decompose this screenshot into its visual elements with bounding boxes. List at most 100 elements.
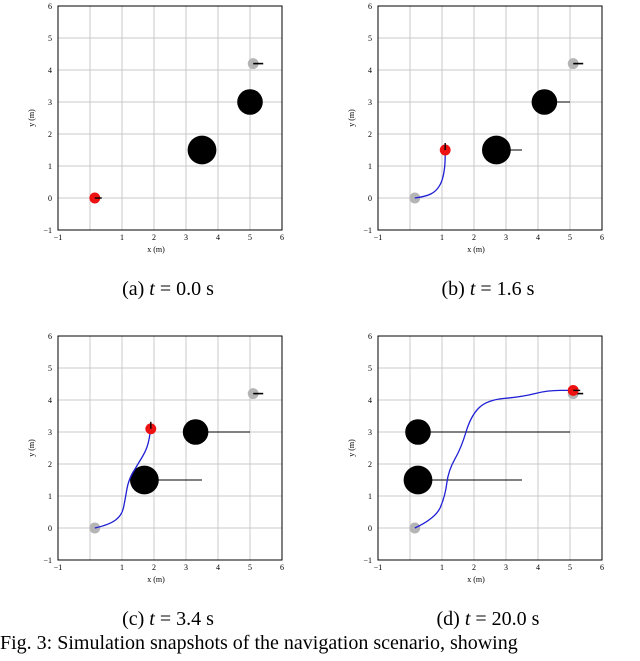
caption-b-label: (b) — [441, 278, 465, 300]
x-tick-label: 1 — [120, 233, 124, 242]
goal-marker — [247, 388, 259, 400]
y-tick-label: 3 — [48, 98, 52, 107]
x-tick-label: 3 — [504, 233, 508, 242]
y-tick-label: 6 — [48, 2, 52, 11]
caption-d: (d) t = 20.0 s — [320, 608, 640, 631]
y-tick-label: 6 — [368, 332, 372, 341]
y-tick-label: −1 — [363, 556, 372, 565]
trajectory-line — [414, 150, 446, 199]
start-marker — [409, 522, 421, 534]
y-tick-label: 1 — [368, 492, 372, 501]
caption-d-var: t — [464, 608, 471, 630]
y-tick-label: 0 — [368, 194, 372, 203]
caption-d-label: (d) — [436, 608, 460, 630]
x-tick-label: 4 — [216, 563, 220, 572]
obstacle — [405, 419, 431, 445]
x-tick-label: 2 — [152, 233, 156, 242]
x-tick-label: 1 — [440, 233, 444, 242]
start-marker — [409, 192, 421, 204]
y-tick-label: 5 — [368, 34, 372, 43]
x-tick-label: 2 — [472, 563, 476, 572]
caption-c-label: (c) — [122, 608, 145, 630]
chart-d: −1 1 2 3 4 5 6 −1 0 1 2 3 4 5 6 x (m) y (m) — [347, 332, 604, 584]
y-tick-label: 3 — [48, 428, 52, 437]
y-tick-label: 4 — [48, 66, 52, 75]
x-tick-label: 6 — [600, 563, 604, 572]
caption-c-value: = 3.4 s — [159, 608, 214, 630]
y-tick-label: 6 — [48, 332, 52, 341]
x-tick-label: 4 — [216, 233, 220, 242]
obstacle — [531, 89, 558, 115]
obstacle — [482, 135, 511, 165]
x-tick-label: 4 — [536, 233, 540, 242]
trajectory-line — [414, 389, 574, 529]
y-axis-label: y (m) — [27, 439, 36, 457]
plot-frame — [57, 5, 283, 231]
x-tick-label: 6 — [600, 233, 604, 242]
figure-caption: Fig. 3: Simulation snapshots of the navi… — [0, 632, 518, 654]
x-tick-label: −1 — [54, 563, 63, 572]
caption-b: (b) t = 1.6 s — [320, 278, 640, 301]
y-axis-label: y (m) — [347, 439, 356, 457]
y-tick-label: 1 — [48, 492, 52, 501]
panel-b: −1 1 2 3 4 5 6 −1 0 1 2 3 4 5 6 x (m) y (m) (b) t = 1.6 … — [320, 0, 640, 316]
y-tick-label: 1 — [48, 162, 52, 171]
obstacle — [237, 89, 263, 115]
plot-frame — [377, 5, 603, 231]
x-tick-label: 5 — [248, 233, 252, 242]
plot-frame — [377, 335, 603, 561]
caption-a-label: (a) — [122, 278, 145, 300]
plot-frame — [57, 335, 283, 561]
y-tick-label: 4 — [368, 66, 372, 75]
caption-a-value: = 0.0 s — [159, 278, 214, 300]
x-tick-label: 3 — [184, 563, 188, 572]
y-tick-label: 5 — [48, 34, 52, 43]
x-tick-label: 6 — [280, 233, 284, 242]
caption-d-value: = 20.0 s — [475, 608, 540, 630]
y-tick-label: 6 — [368, 2, 372, 11]
obstacle — [187, 135, 217, 165]
x-tick-label: 5 — [568, 563, 572, 572]
goal-marker — [247, 58, 259, 70]
y-tick-label: 5 — [368, 364, 372, 373]
y-tick-label: 0 — [368, 524, 372, 533]
caption-b-value: = 1.6 s — [480, 278, 535, 300]
x-tick-label: 6 — [280, 563, 284, 572]
chart-a: −1 1 2 3 4 5 6 −1 0 1 2 3 4 5 6 x (m) y (m) — [27, 2, 284, 254]
y-tick-label: −1 — [43, 556, 52, 565]
obstacle — [403, 465, 433, 495]
chart-b: −1 1 2 3 4 5 6 −1 0 1 2 3 4 5 6 x (m) y (m) — [347, 2, 604, 254]
caption-c: (c) t = 3.4 s — [0, 608, 336, 631]
y-axis-label: y (m) — [347, 109, 356, 127]
x-tick-label: 5 — [248, 563, 252, 572]
x-tick-label: 2 — [152, 563, 156, 572]
y-tick-label: 2 — [368, 130, 372, 139]
x-tick-label: 1 — [440, 563, 444, 572]
obstacle — [130, 465, 159, 495]
y-tick-label: 2 — [368, 460, 372, 469]
x-tick-label: 3 — [184, 233, 188, 242]
y-tick-label: 4 — [48, 396, 52, 405]
y-tick-label: 0 — [48, 524, 52, 533]
y-tick-label: 4 — [368, 396, 372, 405]
x-tick-label: 1 — [120, 563, 124, 572]
chart-c: −1 1 2 3 4 5 6 −1 0 1 2 3 4 5 6 x (m) y (m) — [27, 332, 284, 584]
obstacle — [182, 419, 209, 445]
y-tick-label: 0 — [48, 194, 52, 203]
y-tick-label: 2 — [48, 130, 52, 139]
x-tick-label: 5 — [568, 233, 572, 242]
y-tick-label: 1 — [368, 162, 372, 171]
y-tick-label: −1 — [363, 226, 372, 235]
x-axis-label: x (m) — [147, 575, 165, 584]
x-tick-label: 3 — [504, 563, 508, 572]
y-axis-label: y (m) — [27, 109, 36, 127]
panel-d: −1 1 2 3 4 5 6 −1 0 1 2 3 4 5 6 x (m) y (m) (d) t = 20.0… — [320, 330, 640, 646]
caption-a-var: t — [149, 278, 155, 300]
y-tick-label: 5 — [48, 364, 52, 373]
x-tick-label: 4 — [536, 563, 540, 572]
y-tick-label: 3 — [368, 428, 372, 437]
caption-b-var: t — [469, 278, 476, 300]
x-tick-label: 2 — [472, 233, 476, 242]
panel-a: −1 1 2 3 4 5 6 −1 0 1 2 3 4 5 6 x (m) y (m) (a) t = 0.0 … — [0, 0, 320, 316]
y-tick-label: 2 — [48, 460, 52, 469]
